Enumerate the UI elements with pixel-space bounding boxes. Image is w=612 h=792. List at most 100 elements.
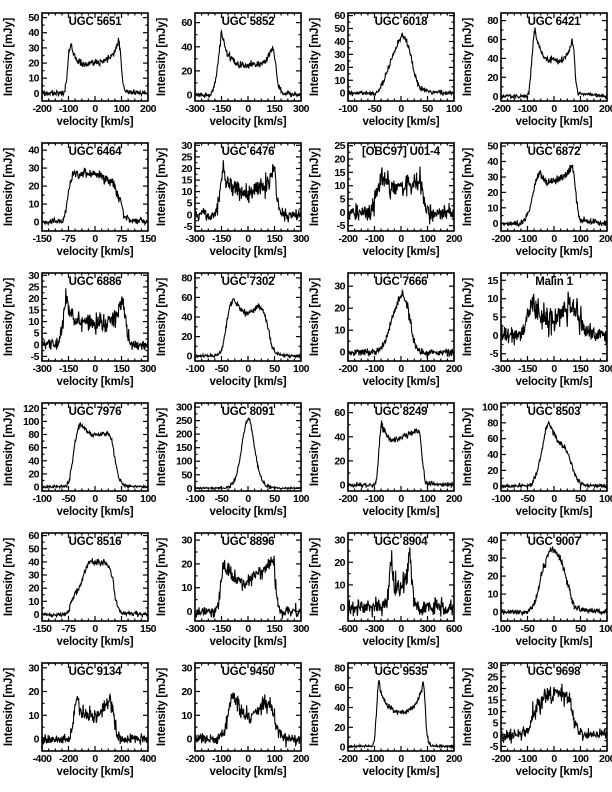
- y-tick-label: 30: [28, 42, 39, 54]
- spectrum-line: [41, 37, 149, 98]
- x-tick-label: 0: [551, 623, 557, 635]
- panel-title: UGC 8503: [528, 406, 581, 418]
- x-tick-label: 50: [575, 623, 586, 635]
- x-tick-label: -100: [32, 493, 52, 505]
- y-axis-label: Intensity [mJy]: [3, 408, 15, 487]
- y-tick-label: 60: [28, 530, 39, 542]
- y-tick-label: 15: [181, 175, 192, 187]
- panel-title: [OBC97] U01-4: [362, 146, 441, 158]
- panel-title: UGC 6872: [528, 146, 581, 158]
- x-tick-label: -100: [185, 363, 205, 375]
- x-tick-label: 100: [419, 493, 436, 505]
- spectrum-panel: Malin 1 -300 -150 0 150 300 -5 0 5 10 15 velocity…: [459, 264, 612, 394]
- x-tick-label: -150: [59, 363, 79, 375]
- x-tick-label: 0: [245, 363, 251, 375]
- y-tick-label: 10: [487, 589, 498, 601]
- x-tick-label: 150: [266, 103, 283, 115]
- panel-title: UGC 9450: [222, 666, 275, 678]
- x-tick-label: 0: [92, 753, 98, 765]
- y-tick-label: 20: [487, 571, 498, 583]
- spectrum-panel: UGC 5852 -300 -150 0 150 300 0 20 40 60 velocity…: [153, 4, 310, 134]
- spectrum-line: [347, 288, 455, 359]
- plot-frame: [194, 272, 302, 362]
- spectrum-plot: UGC 8896 -300 -150 0 150 300 0 10 20 30 velocity…: [156, 532, 310, 648]
- plot-frame: [347, 532, 455, 622]
- spectrum-line: [347, 166, 455, 225]
- y-tick-label: 0: [34, 217, 40, 229]
- spectrum-panel: UGC 7976 -100 -50 0 50 100 0 20 40 60 80 100 120 ve…: [0, 394, 157, 524]
- x-tick-label: -200: [338, 493, 358, 505]
- x-tick-label: 200: [446, 233, 463, 245]
- x-tick-label: -300: [185, 623, 205, 635]
- spectrum-line: [194, 555, 302, 619]
- y-tick-label: 50: [28, 543, 39, 555]
- y-tick-label: 80: [334, 662, 345, 674]
- y-tick-label: 20: [334, 154, 345, 166]
- panel-title: Malin 1: [535, 276, 573, 288]
- x-tick-label: 200: [446, 493, 463, 505]
- spectrum-line: [41, 422, 149, 490]
- x-tick-label: 200: [293, 753, 310, 765]
- y-tick-label: 100: [176, 456, 193, 468]
- spectrum-plot: Malin 1 -300 -150 0 150 300 -5 0 5 10 15 velocity…: [462, 272, 612, 388]
- x-tick-label: 300: [293, 233, 310, 245]
- x-axis-label: velocity [km/s]: [57, 506, 134, 518]
- spectrum-line: [194, 160, 302, 223]
- x-tick-label: 200: [599, 103, 612, 115]
- y-tick-label: 10: [28, 710, 39, 722]
- plot-frame: [347, 402, 455, 492]
- plot-frame: [41, 12, 149, 102]
- x-axis-label: velocity [km/s]: [210, 116, 287, 128]
- x-tick-label: 200: [140, 103, 157, 115]
- y-tick-label: 5: [340, 194, 346, 206]
- y-tick-label: 30: [334, 281, 345, 293]
- x-tick-label: -300: [185, 103, 205, 115]
- y-tick-label: 0: [340, 742, 346, 754]
- y-tick-label: 0: [493, 729, 499, 741]
- y-tick-label: 0: [493, 91, 499, 103]
- x-tick-label: -75: [62, 233, 76, 245]
- x-tick-label: 100: [140, 493, 157, 505]
- x-tick-label: 600: [446, 623, 463, 635]
- x-tick-label: -50: [521, 493, 535, 505]
- x-axis-label: velocity [km/s]: [516, 376, 593, 388]
- y-tick-label: 30: [181, 662, 192, 674]
- y-tick-label: 0: [187, 483, 193, 495]
- y-tick-label: 0: [340, 207, 346, 219]
- y-tick-label: 10: [334, 325, 345, 337]
- spectrum-panel: UGC 6872 -200 -100 0 100 200 0 10 20 30 40 50 velo…: [459, 134, 612, 264]
- spectrum-plot: UGC 8091 -100 -50 0 50 100050100150200250300…: [156, 402, 310, 518]
- x-tick-label: 100: [599, 493, 612, 505]
- panel-title: UGC 7976: [69, 406, 122, 418]
- x-tick-label: -50: [215, 363, 229, 375]
- panel-title: UGC 8904: [375, 536, 429, 548]
- y-tick-label: 60: [334, 407, 345, 419]
- x-tick-label: -50: [215, 493, 229, 505]
- x-tick-label: 100: [599, 623, 612, 635]
- plot-frame: [194, 402, 302, 492]
- y-tick-label: 40: [487, 156, 498, 168]
- x-tick-label: 0: [398, 233, 404, 245]
- y-tick-label: 10: [334, 180, 345, 192]
- y-tick-label: 0: [187, 351, 193, 363]
- x-axis-label: velocity [km/s]: [516, 506, 593, 518]
- y-tick-label: 60: [181, 292, 192, 304]
- y-axis-label: Intensity [mJy]: [309, 668, 321, 747]
- y-tick-label: 20: [28, 181, 39, 193]
- y-axis-label: Intensity [mJy]: [309, 148, 321, 227]
- spectrum-plot: UGC 8249 -200 -100 0 100 200 0 20 40 60 velocity…: [309, 402, 463, 518]
- y-tick-label: 40: [334, 702, 345, 714]
- panel-title: UGC 7666: [375, 276, 428, 288]
- x-tick-label: 300: [293, 103, 310, 115]
- spectrum-plot: [OBC97] U01-4 -200 -100 0 100 200-5051015202…: [309, 140, 463, 258]
- x-tick-label: -150: [212, 233, 232, 245]
- spectrum-line: [347, 547, 455, 618]
- spectrum-line: [500, 27, 608, 100]
- spectrum-line: [41, 558, 149, 619]
- y-tick-label: 40: [28, 27, 39, 39]
- y-axis-label: Intensity [mJy]: [156, 408, 168, 487]
- plot-frame: [500, 662, 608, 752]
- y-tick-label: 80: [487, 15, 498, 27]
- panel-title: UGC 9698: [528, 666, 582, 678]
- y-tick-label: 20: [181, 686, 192, 698]
